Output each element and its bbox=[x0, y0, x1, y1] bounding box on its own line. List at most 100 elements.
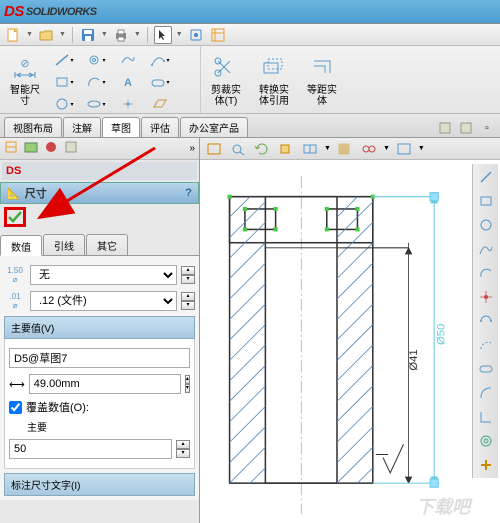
rt-edge[interactable] bbox=[475, 406, 496, 428]
sketch-tools-grid: ▾ ▾ ▾ ▾ ▾ A ▾ ▾ ▾ bbox=[49, 50, 175, 109]
rt-circle[interactable] bbox=[475, 214, 496, 236]
trim-tool[interactable]: 剪裁实 体(T) bbox=[205, 50, 247, 109]
app-logo: DS SOLIDWORKS bbox=[4, 3, 97, 21]
drawing-canvas[interactable]: Ø41 Ø50 bbox=[204, 166, 470, 523]
style-spinner[interactable]: ▴▾ bbox=[181, 266, 195, 284]
rt-curve[interactable] bbox=[475, 382, 496, 404]
tab-overflow[interactable] bbox=[436, 119, 454, 137]
dim-value-input[interactable] bbox=[29, 374, 181, 394]
override-value-input[interactable] bbox=[9, 439, 172, 459]
line-tool[interactable]: ▾ bbox=[49, 50, 79, 70]
override-check-row[interactable]: 覆盖数值(O): bbox=[9, 399, 89, 415]
dropdown-arrow[interactable]: ▼ bbox=[134, 31, 141, 38]
tab-value[interactable]: 数值 bbox=[0, 235, 42, 256]
tab-office[interactable]: 办公室产品 bbox=[180, 117, 248, 137]
new-button[interactable] bbox=[4, 26, 22, 44]
dim-spinner[interactable]: ▴▾ bbox=[185, 375, 190, 393]
rt-arc2[interactable] bbox=[475, 310, 496, 332]
prop-icon[interactable] bbox=[64, 140, 78, 157]
dim1-text: Ø41 bbox=[408, 349, 420, 370]
precision-spinner[interactable]: ▴▾ bbox=[181, 292, 195, 310]
feature-tree-icon[interactable] bbox=[4, 140, 18, 157]
override-sub: 主要 bbox=[27, 419, 47, 434]
point-tool[interactable] bbox=[113, 94, 143, 114]
ellipse-tool[interactable]: ▾ bbox=[81, 94, 111, 114]
display-icon[interactable] bbox=[44, 140, 58, 157]
override-spinner[interactable]: ▴▾ bbox=[176, 440, 190, 458]
cursor-button[interactable] bbox=[154, 26, 172, 44]
zoom-fit-icon[interactable] bbox=[204, 140, 224, 158]
view-icon[interactable] bbox=[300, 140, 320, 158]
style-select[interactable]: 无 bbox=[30, 265, 177, 285]
config-icon[interactable] bbox=[24, 140, 38, 157]
dropdown-arrow[interactable]: ▼ bbox=[101, 31, 108, 38]
rect-tool[interactable]: ▾ bbox=[81, 50, 111, 70]
offset-label: 等距实 体 bbox=[302, 85, 342, 107]
panel-confirm-row bbox=[0, 204, 199, 230]
smart-dimension-tool[interactable]: ⊘ 智能尺 寸 bbox=[4, 50, 46, 109]
tab-min[interactable]: ▫ bbox=[478, 119, 496, 137]
rt-line[interactable] bbox=[475, 166, 496, 188]
convert-label: 转换实 体引用 bbox=[254, 85, 294, 107]
tab-evaluate[interactable]: 评估 bbox=[141, 117, 179, 137]
panel-header: 📐 尺寸 ? bbox=[0, 182, 199, 204]
dropdown-arrow[interactable]: ▼ bbox=[26, 31, 33, 38]
help-button[interactable]: ? bbox=[185, 187, 192, 199]
rt-slot[interactable] bbox=[475, 358, 496, 380]
rebuild-button[interactable] bbox=[187, 26, 205, 44]
drawing-viewport[interactable]: ▼ ▼ ▼ bbox=[200, 138, 500, 523]
pan-icon[interactable] bbox=[276, 140, 296, 158]
svg-text:⊘: ⊘ bbox=[20, 58, 29, 70]
save-button[interactable] bbox=[79, 26, 97, 44]
tab-annotation[interactable]: 注解 bbox=[63, 117, 101, 137]
tab-other[interactable]: 其它 bbox=[86, 234, 128, 255]
right-tool-strip bbox=[472, 164, 498, 478]
rt-arc[interactable] bbox=[475, 262, 496, 284]
zoom-area-icon[interactable] bbox=[228, 140, 248, 158]
primary-value-body: ⟷ ▴▾ 覆盖数值(O): 主要 ▴▾ bbox=[4, 339, 195, 469]
precision-select[interactable]: .12 (文件) bbox=[30, 291, 177, 311]
ok-button-highlighted[interactable] bbox=[4, 207, 26, 227]
options-button[interactable] bbox=[209, 26, 227, 44]
rt-arc3[interactable] bbox=[475, 334, 496, 356]
primary-value-header[interactable]: 主要值(V) bbox=[4, 316, 195, 339]
offset-tool[interactable]: 等距实 体 bbox=[301, 50, 343, 109]
plane-tool[interactable] bbox=[145, 94, 175, 114]
dim-text-header[interactable]: 标注尺寸文字(I) bbox=[4, 473, 195, 496]
tool-icon[interactable] bbox=[394, 140, 414, 158]
precision-icon: .01⌀ bbox=[4, 292, 26, 310]
rt-color[interactable] bbox=[475, 286, 496, 308]
ref-tool[interactable]: ▾ bbox=[145, 72, 175, 92]
panel-tabs: 数值 引线 其它 bbox=[0, 234, 199, 256]
dropdown-arrow[interactable]: ▼ bbox=[59, 31, 66, 38]
tab-sketch[interactable]: 草图 bbox=[102, 117, 140, 137]
arc-tool[interactable]: ▾ bbox=[81, 72, 111, 92]
panel-logo-prefix: DS bbox=[6, 165, 21, 177]
rt-spline[interactable] bbox=[475, 238, 496, 260]
logo-prefix: DS bbox=[4, 3, 24, 20]
tab-close[interactable] bbox=[457, 119, 475, 137]
rt-target[interactable] bbox=[475, 430, 496, 452]
tab-layout[interactable]: 视图布局 bbox=[4, 117, 62, 137]
dim-name-input[interactable] bbox=[9, 348, 190, 368]
spline-tool[interactable]: ▾ bbox=[145, 50, 175, 70]
perim-tool[interactable] bbox=[113, 50, 143, 70]
dropdown-arrow[interactable]: ▼ bbox=[176, 31, 183, 38]
print-button[interactable] bbox=[112, 26, 130, 44]
circle-tool[interactable]: ▾ bbox=[49, 94, 79, 114]
panel-expand[interactable]: » bbox=[189, 143, 195, 154]
slot-tool[interactable]: A bbox=[113, 72, 143, 92]
dim-icon: ⟷ bbox=[9, 378, 25, 391]
smart-dim-label: 智能尺 寸 bbox=[5, 85, 45, 107]
open-button[interactable] bbox=[37, 26, 55, 44]
tab-leaders[interactable]: 引线 bbox=[43, 234, 85, 255]
rotate-icon[interactable] bbox=[252, 140, 272, 158]
override-checkbox[interactable] bbox=[9, 401, 22, 414]
property-panel: » DS 📐 尺寸 ? 数值 引线 其它 1.50⌀ 无 ▴▾ bbox=[0, 138, 200, 523]
rect2-tool[interactable]: ▾ bbox=[49, 72, 79, 92]
link-icon[interactable] bbox=[359, 140, 379, 158]
section-icon[interactable] bbox=[335, 140, 355, 158]
rt-rect[interactable] bbox=[475, 190, 496, 212]
convert-tool[interactable]: 转换实 体引用 bbox=[253, 50, 295, 109]
rt-plus[interactable] bbox=[475, 454, 496, 476]
